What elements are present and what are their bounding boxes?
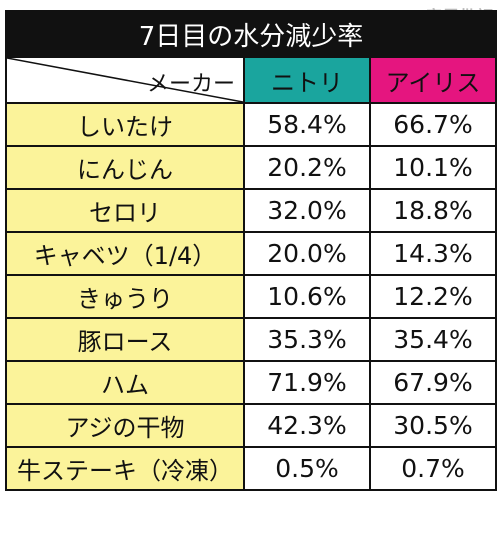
table-row: セロリ 32.0% 18.8% (5, 188, 497, 233)
food-name-cell: キャベツ（1/4） (5, 231, 245, 276)
value-cell-iris: 0.7% (369, 446, 497, 491)
food-name-cell: きゅうり (5, 274, 245, 319)
table-row: にんじん 20.2% 10.1% (5, 145, 497, 190)
table-title: 7日目の水分減少率 (5, 10, 497, 58)
table-row: キャベツ（1/4） 20.0% 14.3% (5, 231, 497, 276)
corner-cell: メーカー (5, 56, 245, 104)
value-cell-nitori: 0.5% (243, 446, 371, 491)
table-row: 豚ロース 35.3% 35.4% (5, 317, 497, 362)
value-cell-iris: 14.3% (369, 231, 497, 276)
table-row: しいたけ 58.4% 66.7% (5, 102, 497, 147)
food-name-cell: セロリ (5, 188, 245, 233)
value-cell-iris: 30.5% (369, 403, 497, 448)
value-cell-iris: 10.1% (369, 145, 497, 190)
value-cell-nitori: 32.0% (243, 188, 371, 233)
water-loss-table: 7日目の水分減少率 メーカー ニトリ アイリス しいたけ 58.4% 66.7% にん… (5, 10, 497, 491)
value-cell-iris: 18.8% (369, 188, 497, 233)
value-cell-iris: 12.2% (369, 274, 497, 319)
value-cell-nitori: 58.4% (243, 102, 371, 147)
value-cell-nitori: 42.3% (243, 403, 371, 448)
food-name-cell: アジの干物 (5, 403, 245, 448)
value-cell-iris: 66.7% (369, 102, 497, 147)
food-name-cell: にんじん (5, 145, 245, 190)
diagonal-divider (7, 58, 243, 102)
food-name-cell: しいたけ (5, 102, 245, 147)
table-row: アジの干物 42.3% 30.5% (5, 403, 497, 448)
value-cell-nitori: 20.2% (243, 145, 371, 190)
food-name-cell: ハム (5, 360, 245, 405)
food-name-cell: 牛ステーキ（冷凍） (5, 446, 245, 491)
table-row: きゅうり 10.6% 12.2% (5, 274, 497, 319)
maker-column-label: メーカー (146, 72, 235, 97)
value-cell-nitori: 35.3% (243, 317, 371, 362)
value-cell-nitori: 71.9% (243, 360, 371, 405)
value-cell-iris: 67.9% (369, 360, 497, 405)
value-cell-nitori: 10.6% (243, 274, 371, 319)
value-cell-nitori: 20.0% (243, 231, 371, 276)
header-row: メーカー ニトリ アイリス (5, 56, 497, 104)
table-row: 牛ステーキ（冷凍） 0.5% 0.7% (5, 446, 497, 491)
title-row: 7日目の水分減少率 (5, 10, 497, 58)
table-row: ハム 71.9% 67.9% (5, 360, 497, 405)
maker-header-iris: アイリス (369, 56, 497, 104)
value-cell-iris: 35.4% (369, 317, 497, 362)
maker-header-nitori: ニトリ (243, 56, 371, 104)
food-name-cell: 豚ロース (5, 317, 245, 362)
